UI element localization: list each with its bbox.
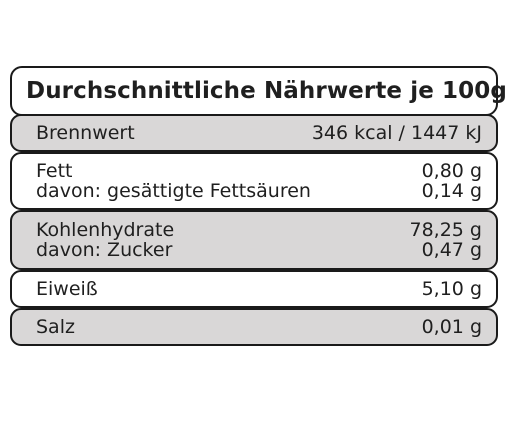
fat-label: Fett [36,160,73,182]
saturated-fat-value: 0,14 g [421,180,482,202]
protein-label: Eiweiß [36,278,98,300]
row-energy: Brennwert 346 kcal / 1447 kJ [10,114,498,152]
saturated-fat-line: davon: gesättigte Fettsäuren 0,14 g [36,181,482,201]
row-carbohydrates: Kohlenhydrate 78,25 g davon: Zucker 0,47… [10,210,498,270]
salt-value: 0,01 g [421,316,482,338]
salt-line: Salz 0,01 g [36,317,482,337]
carbohydrates-label: Kohlenhydrate [36,219,175,241]
sugar-label: davon: Zucker [36,239,173,261]
row-salt: Salz 0,01 g [10,308,498,346]
saturated-fat-label: davon: gesättigte Fettsäuren [36,180,311,202]
sugar-line: davon: Zucker 0,47 g [36,240,482,260]
fat-value: 0,80 g [421,160,482,182]
protein-line: Eiweiß 5,10 g [36,279,482,299]
energy-label: Brennwert [36,122,135,144]
salt-label: Salz [36,316,75,338]
carbohydrates-value: 78,25 g [409,219,483,241]
fat-line: Fett 0,80 g [36,161,482,181]
row-protein: Eiweiß 5,10 g [10,270,498,308]
protein-value: 5,10 g [421,278,482,300]
nutrition-title-box: Durchschnittliche Nährwerte je 100g [10,66,507,116]
nutrition-title: Durchschnittliche Nährwerte je 100g [26,78,507,104]
energy-value: 346 kcal / 1447 kJ [311,122,482,144]
row-fat: Fett 0,80 g davon: gesättigte Fettsäuren… [10,152,498,210]
carbohydrates-line: Kohlenhydrate 78,25 g [36,220,482,240]
sugar-value: 0,47 g [421,239,482,261]
energy-line: Brennwert 346 kcal / 1447 kJ [36,123,482,143]
